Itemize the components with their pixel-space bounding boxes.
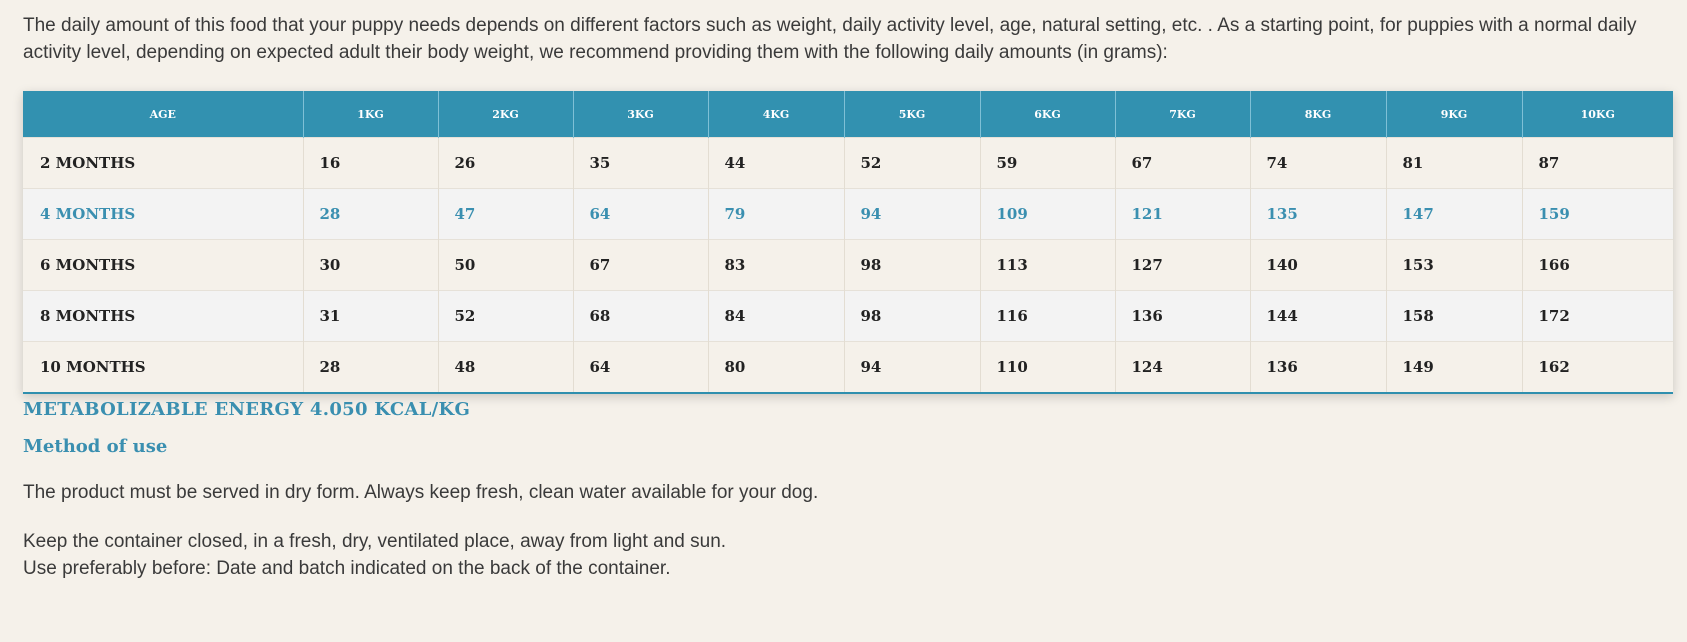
table-header-row: AGE 1KG 2KG 3KG 4KG 5KG 6KG 7KG 8KG 9KG … bbox=[23, 91, 1673, 138]
table-cell: 50 bbox=[437, 239, 573, 291]
method-of-use-heading: Method of use bbox=[23, 436, 168, 457]
table-cell: 48 bbox=[437, 341, 573, 392]
table-cell: 59 bbox=[979, 137, 1115, 189]
table-cell: 67 bbox=[572, 239, 708, 291]
table-cell: 28 bbox=[302, 188, 438, 240]
table-cell: 98 bbox=[843, 239, 980, 291]
table-cell: 113 bbox=[979, 239, 1115, 291]
header-10kg: 10KG bbox=[1521, 91, 1673, 138]
table-cell: 26 bbox=[437, 137, 573, 189]
table-cell: 84 bbox=[707, 290, 844, 342]
row-age: 8 MONTHS bbox=[23, 290, 303, 342]
header-3kg: 3KG bbox=[572, 91, 708, 138]
feeding-table: AGE 1KG 2KG 3KG 4KG 5KG 6KG 7KG 8KG 9KG … bbox=[23, 91, 1673, 392]
table-cell: 124 bbox=[1114, 341, 1250, 392]
table-cell: 44 bbox=[707, 137, 844, 189]
table-cell: 79 bbox=[707, 188, 844, 240]
storage-line-2: Use preferably before: Date and batch in… bbox=[23, 558, 671, 579]
metabolizable-energy: METABOLIZABLE ENERGY 4.050 KCAL/KG bbox=[23, 399, 471, 420]
header-9kg: 9KG bbox=[1385, 91, 1522, 138]
row-age: 2 MONTHS bbox=[23, 137, 303, 189]
table-cell: 147 bbox=[1385, 188, 1522, 240]
header-8kg: 8KG bbox=[1249, 91, 1386, 138]
table-cell: 67 bbox=[1114, 137, 1250, 189]
table-cell: 28 bbox=[302, 341, 438, 392]
table-row: 10 MONTHS 28 48 64 80 94 110 124 136 149… bbox=[23, 341, 1673, 392]
table-cell: 136 bbox=[1249, 341, 1386, 392]
table-cell: 94 bbox=[843, 341, 980, 392]
storage-text: Keep the container closed, in a fresh, d… bbox=[23, 528, 1673, 582]
table-row: 8 MONTHS 31 52 68 84 98 116 136 144 158 … bbox=[23, 290, 1673, 342]
table-cell: 64 bbox=[572, 341, 708, 392]
header-4kg: 4KG bbox=[707, 91, 844, 138]
table-cell: 47 bbox=[437, 188, 573, 240]
table-cell: 136 bbox=[1114, 290, 1250, 342]
table-cell: 149 bbox=[1385, 341, 1522, 392]
table-cell: 110 bbox=[979, 341, 1115, 392]
table-cell: 127 bbox=[1114, 239, 1250, 291]
table-cell: 121 bbox=[1114, 188, 1250, 240]
table-cell: 158 bbox=[1385, 290, 1522, 342]
table-cell: 30 bbox=[302, 239, 438, 291]
table-cell: 80 bbox=[707, 341, 844, 392]
table-row: 4 MONTHS 28 47 64 79 94 109 121 135 147 … bbox=[23, 188, 1673, 240]
table-cell: 140 bbox=[1249, 239, 1386, 291]
table-cell: 31 bbox=[302, 290, 438, 342]
table-cell: 153 bbox=[1385, 239, 1522, 291]
header-6kg: 6KG bbox=[979, 91, 1115, 138]
table-cell: 81 bbox=[1385, 137, 1522, 189]
table-cell: 135 bbox=[1249, 188, 1386, 240]
header-age: AGE bbox=[23, 91, 303, 138]
table-cell: 144 bbox=[1249, 290, 1386, 342]
table-cell: 98 bbox=[843, 290, 980, 342]
storage-line-1: Keep the container closed, in a fresh, d… bbox=[23, 531, 727, 552]
table-cell: 166 bbox=[1521, 239, 1673, 291]
feeding-table-container: AGE 1KG 2KG 3KG 4KG 5KG 6KG 7KG 8KG 9KG … bbox=[23, 91, 1673, 394]
table-cell: 94 bbox=[843, 188, 980, 240]
table-cell: 83 bbox=[707, 239, 844, 291]
table-cell: 87 bbox=[1521, 137, 1673, 189]
table-cell: 64 bbox=[572, 188, 708, 240]
table-row: 6 MONTHS 30 50 67 83 98 113 127 140 153 … bbox=[23, 239, 1673, 291]
table-cell: 68 bbox=[572, 290, 708, 342]
table-cell: 35 bbox=[572, 137, 708, 189]
header-1kg: 1KG bbox=[302, 91, 438, 138]
table-cell: 159 bbox=[1521, 188, 1673, 240]
method-of-use-text: The product must be served in dry form. … bbox=[23, 482, 819, 503]
table-cell: 109 bbox=[979, 188, 1115, 240]
table-cell: 52 bbox=[843, 137, 980, 189]
header-7kg: 7KG bbox=[1114, 91, 1250, 138]
intro-text: The daily amount of this food that your … bbox=[23, 15, 1637, 63]
header-5kg: 5KG bbox=[843, 91, 980, 138]
row-age: 6 MONTHS bbox=[23, 239, 303, 291]
row-age: 10 MONTHS bbox=[23, 341, 303, 392]
content: The daily amount of this food that your … bbox=[23, 0, 1673, 582]
table-cell: 116 bbox=[979, 290, 1115, 342]
header-2kg: 2KG bbox=[437, 91, 573, 138]
table-row: 2 MONTHS 16 26 35 44 52 59 67 74 81 87 bbox=[23, 137, 1673, 189]
table-cell: 74 bbox=[1249, 137, 1386, 189]
table-cell: 172 bbox=[1521, 290, 1673, 342]
row-age: 4 MONTHS bbox=[23, 188, 303, 240]
table-cell: 52 bbox=[437, 290, 573, 342]
table-cell: 16 bbox=[302, 137, 438, 189]
table-cell: 162 bbox=[1521, 341, 1673, 392]
